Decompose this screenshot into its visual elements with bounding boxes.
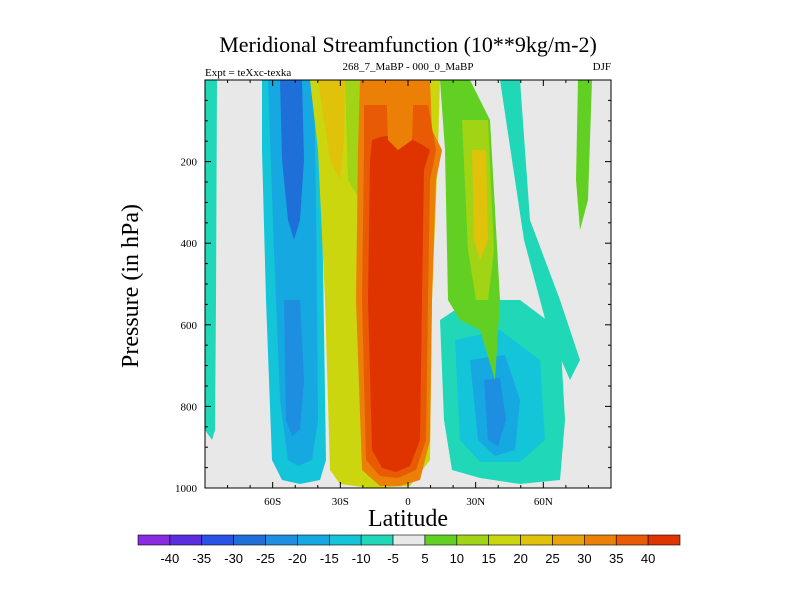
x-tick-label: 0 (405, 496, 411, 508)
y-axis-title: Pressure (in hPa) (118, 204, 144, 368)
colorbar-label: 5 (421, 551, 428, 566)
x-axis: 60S 30S 0 30N 60N (227, 80, 589, 508)
contour-region-north-lowband (500, 80, 580, 380)
colorbar-swatch (201, 534, 234, 546)
colorbar-label: -25 (256, 551, 275, 566)
contour-field (205, 80, 611, 488)
contour-region-north-core (484, 378, 506, 446)
colorbar-label: -35 (192, 551, 211, 566)
left-subtitle: Expt = teXxc-texka (205, 67, 291, 79)
colorbar-swatch (552, 534, 585, 546)
colorbar-label: -15 (320, 551, 339, 566)
colorbar-label: 15 (481, 551, 495, 566)
colorbar-label: 10 (450, 551, 464, 566)
contour-region-center-core (368, 135, 430, 472)
y-tick-label: 600 (181, 320, 198, 332)
colorbar-swatch (424, 534, 458, 546)
colorbar-swatch (233, 534, 266, 546)
colorbar-swatch (615, 534, 649, 546)
colorbar-label: 30 (577, 551, 591, 566)
colorbar-label: -5 (387, 551, 399, 566)
colorbar: -40 -35 -30 -25 -20 -15 -10 -5 5 10 15 20 25 30 35 40 (137, 534, 681, 566)
colorbar-swatch (584, 534, 617, 546)
colorbar-label: -20 (288, 551, 307, 566)
x-tick-label: 30N (466, 496, 485, 508)
colorbar-label: 35 (609, 551, 623, 566)
y-tick-label: 1000 (175, 483, 198, 495)
x-tick-label: 60S (264, 496, 281, 508)
contour-region-yellowgreen (318, 80, 345, 180)
contour-region-north-plume-core (472, 150, 488, 260)
contour-region-south-mid (268, 80, 318, 466)
colorbar-label: -10 (352, 551, 371, 566)
colorbar-swatch (360, 534, 394, 546)
colorbar-swatch (392, 534, 426, 546)
colorbar-label: -30 (224, 551, 243, 566)
contour-region-south-lower (284, 300, 304, 436)
colorbar-label: 20 (513, 551, 527, 566)
colorbar-swatch (137, 534, 171, 546)
colorbar-swatch (647, 534, 681, 546)
colorbar-swatch (265, 534, 298, 546)
contour-region-upper-plume (386, 80, 414, 150)
center-subtitle: 268_7_MaBP - 000_0_MaBP (343, 61, 474, 73)
contour-region-far-north (576, 80, 592, 230)
x-axis-title: Latitude (368, 506, 448, 532)
colorbar-swatch (520, 534, 553, 546)
colorbar-swatch (297, 534, 330, 546)
colorbar-swatch (456, 534, 490, 546)
y-tick-label: 200 (181, 157, 198, 169)
colorbar-swatch (169, 534, 203, 546)
contour-region-south-inner (280, 80, 304, 240)
x-tick-label: 60N (534, 496, 553, 508)
colorbar-swatch (328, 534, 362, 546)
y-tick-label: 800 (181, 401, 198, 413)
chart-title: Meridional Streamfunction (10**9kg/m-2) (219, 32, 597, 57)
colorbar-label: 25 (545, 551, 559, 566)
y-tick-label: 400 (181, 238, 198, 250)
colorbar-swatch (488, 534, 521, 546)
contour-region-farsouth (205, 80, 217, 440)
colorbar-label: -40 (160, 551, 179, 566)
right-subtitle: DJF (593, 61, 611, 73)
x-tick-label: 30S (332, 496, 349, 508)
y-axis: 200 400 600 800 1000 (175, 99, 611, 495)
colorbar-label: 40 (641, 551, 655, 566)
